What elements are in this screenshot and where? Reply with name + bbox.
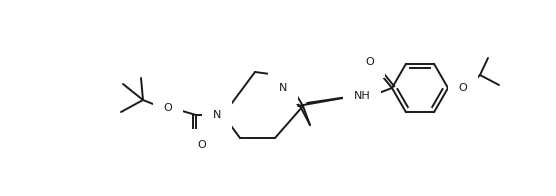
- Text: N: N: [279, 83, 287, 93]
- Text: O: O: [163, 103, 172, 113]
- Text: NH: NH: [354, 91, 370, 101]
- Text: O: O: [197, 140, 206, 150]
- Text: O: O: [366, 57, 374, 67]
- Text: O: O: [459, 83, 468, 93]
- Text: N: N: [213, 110, 221, 120]
